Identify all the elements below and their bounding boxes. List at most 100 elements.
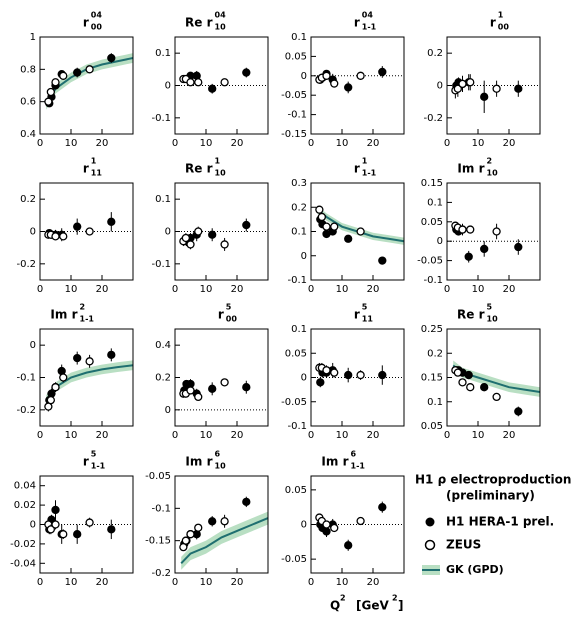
panel-title-sub: 00	[498, 23, 510, 32]
y-tick-label: 0	[301, 373, 307, 384]
x-tick-label: 0	[37, 138, 43, 149]
zeus-point	[51, 78, 60, 87]
panel-title: r	[354, 16, 360, 30]
panel-title: Im r	[321, 455, 348, 469]
legend-marker	[424, 539, 436, 551]
zeus-point	[59, 530, 68, 539]
y-tick-label: -0.05	[145, 471, 171, 482]
h1-point	[107, 217, 116, 226]
panel-title: r	[354, 162, 360, 176]
panel-title-sup: 04	[362, 11, 374, 20]
y-tick-label: 0	[30, 520, 36, 531]
x-tick-label: 0	[308, 577, 314, 588]
y-tick-label: -0.05	[281, 554, 307, 565]
x-tick-label: 0	[172, 138, 178, 149]
panel-title-sup: 1	[362, 157, 368, 166]
y-tick-label: -0.05	[281, 397, 307, 408]
y-tick-label: -0.1	[287, 275, 307, 286]
y-tick-label: 0.15	[421, 178, 443, 189]
legend-entry: H1 HERA-1 prel.	[446, 515, 554, 529]
zeus-point	[194, 227, 203, 236]
y-tick-label: 0	[30, 340, 36, 351]
y-tick-label: 0.05	[421, 217, 443, 228]
legend-entry: GK (GPD)	[446, 563, 504, 576]
h1-point	[107, 525, 116, 534]
y-tick-label: 0	[301, 71, 307, 82]
zeus-point	[51, 520, 60, 529]
h1-point	[73, 530, 82, 539]
zeus-point	[85, 227, 94, 236]
x-tick-label: 10	[336, 284, 349, 295]
y-tick-label: -0.1	[151, 113, 171, 124]
panel-title-sub: 1-1	[351, 462, 366, 471]
x-tick-label: 0	[444, 138, 450, 149]
x-tick-label: 10	[336, 430, 349, 441]
y-tick-label: 0.6	[20, 97, 36, 108]
y-tick-label: 0.05	[421, 421, 443, 432]
y-tick-label: 0.4	[155, 340, 171, 351]
panel-title-sup: 5	[91, 450, 97, 459]
x-tick-label: 20	[367, 138, 380, 149]
y-tick-label: -0.1	[16, 373, 36, 384]
y-tick-label: 0.1	[291, 32, 307, 43]
y-tick-label: -0.1	[151, 259, 171, 270]
zeus-point	[356, 71, 365, 80]
x-tick-label: 20	[96, 284, 109, 295]
h1-point	[208, 517, 217, 526]
h1-point	[378, 256, 387, 265]
zeus-point	[330, 222, 339, 231]
x-tick-label: 10	[472, 138, 485, 149]
zeus-point	[322, 366, 331, 375]
zeus-point	[85, 518, 94, 527]
h1-point	[378, 503, 387, 512]
x-tick-label: 20	[367, 430, 380, 441]
zeus-point	[85, 357, 94, 366]
y-tick-label: -0.1	[151, 503, 171, 514]
plot-frame	[446, 182, 541, 281]
zeus-point	[466, 78, 475, 87]
zeus-point	[356, 227, 365, 236]
zeus-point	[492, 84, 501, 93]
zeus-point	[322, 71, 331, 80]
panel-title: r	[490, 16, 496, 30]
y-tick-label: 1	[30, 32, 36, 43]
x-tick-label: 0	[444, 284, 450, 295]
zeus-point	[194, 523, 203, 532]
x-tick-label: 20	[503, 284, 516, 295]
x-tick-label: 0	[37, 430, 43, 441]
panel-title: Im r	[50, 308, 77, 322]
zeus-point	[492, 227, 501, 236]
zeus-point	[330, 368, 339, 377]
plot-frame	[39, 36, 134, 135]
x-tick-label: 10	[336, 577, 349, 588]
panel-title-sub: 1-1	[91, 462, 106, 471]
panel-title-sup: 6	[215, 450, 221, 459]
zeus-point	[453, 368, 463, 377]
plot-frame	[310, 36, 405, 135]
y-tick-label: 0.1	[291, 227, 307, 238]
zeus-point	[59, 373, 68, 382]
y-tick-label: 0	[165, 227, 171, 238]
x-label: Q	[330, 599, 340, 613]
panel-title-sub: 11	[91, 169, 103, 178]
x-tick-label: 20	[231, 284, 244, 295]
zeus-point	[46, 87, 55, 97]
panel-title: r	[83, 16, 89, 30]
zeus-point	[181, 536, 191, 545]
panel-title-sub: 11	[362, 315, 374, 324]
y-tick-label: 0.02	[14, 500, 36, 511]
model-band	[46, 53, 134, 110]
h1-point	[344, 541, 353, 550]
panel-title-sup: 6	[351, 450, 357, 459]
y-tick-label: 0.2	[427, 48, 443, 59]
h1-point	[514, 242, 523, 252]
y-tick-label: -0.15	[281, 129, 307, 140]
zeus-point	[186, 78, 195, 87]
zeus-point	[322, 520, 331, 529]
h1-point	[208, 84, 217, 93]
panel-title-sub: 10	[487, 315, 499, 324]
x-tick-label: 20	[503, 138, 516, 149]
h1-point	[322, 527, 331, 536]
y-tick-label: 0.2	[427, 348, 443, 359]
h1-point	[464, 252, 473, 261]
